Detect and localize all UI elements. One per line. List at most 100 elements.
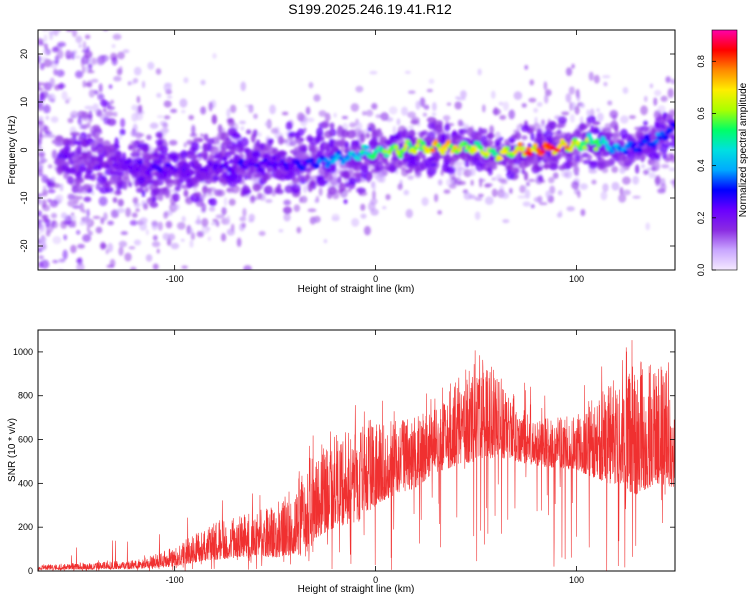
spectral-blob [443, 158, 452, 163]
spectral-blob [610, 120, 619, 129]
spectral-blob [596, 108, 600, 113]
ridge-point [230, 169, 236, 174]
spectral-blob [131, 104, 139, 111]
ridge-point [430, 148, 436, 153]
spectral-blob [548, 176, 555, 184]
spectral-blob [86, 133, 92, 139]
spectral-blob [474, 196, 483, 202]
spectral-blob [628, 115, 636, 120]
snr-frame [37, 329, 676, 572]
spectral-blob [76, 144, 83, 155]
spectral-blob [239, 216, 247, 222]
spectral-blob [139, 151, 144, 157]
spectral-blob [491, 177, 497, 181]
spectral-blob [287, 131, 297, 138]
ridge-point [672, 123, 675, 129]
spectral-blob [239, 120, 246, 125]
spectral-blob [580, 208, 586, 217]
spectral-blob [125, 207, 131, 218]
spectral-blob [38, 128, 43, 139]
spectral-blob [71, 212, 75, 216]
snr-ytick-label: 0 [28, 566, 33, 576]
spectral-blob [155, 131, 164, 139]
spectral-blob [250, 133, 256, 143]
spectral-blob [35, 6, 42, 14]
spectral-blob [146, 134, 152, 141]
spectral-blob [42, 49, 49, 55]
spectral-blob [187, 149, 196, 156]
snr-xtick-label: 100 [569, 575, 584, 585]
spectral-blob [579, 183, 588, 190]
spectral-blob [38, 172, 44, 177]
spectral-blob [165, 220, 173, 229]
spectral-blob [111, 56, 118, 66]
spectral-blob [186, 224, 192, 235]
spectral-blob [186, 139, 194, 146]
spectral-blob [41, 357, 46, 360]
ridge-point [456, 147, 463, 153]
spectral-blob [207, 236, 212, 242]
spectral-blob [120, 271, 128, 274]
spectral-blob [113, 395, 117, 404]
spectral-blob [503, 139, 510, 146]
spectral-blob [116, 207, 125, 214]
spectral-blob [324, 130, 333, 139]
spectral-blob [647, 167, 652, 171]
spectral-blob [109, 167, 115, 175]
spectral-blob [67, 117, 74, 124]
spectral-blob [541, 119, 545, 126]
spectral-blob [226, 187, 232, 192]
ridge-point [146, 171, 152, 177]
spectral-blob [574, 172, 580, 176]
spectral-blob [246, 151, 253, 157]
spectral-blob [324, 172, 333, 181]
spectral-blob [355, 85, 364, 93]
spectral-blob [343, 199, 348, 205]
spectral-blob [422, 112, 428, 117]
spectral-blob [200, 79, 206, 86]
spectral-blob [97, 146, 105, 154]
spectral-blob [39, 236, 47, 243]
spectral-blob [502, 219, 510, 224]
spectral-blob [179, 98, 188, 108]
spectral-blob [83, 196, 92, 203]
ridge-point [440, 150, 446, 156]
spectral-blob [569, 113, 575, 123]
spectral-blob [163, 115, 171, 120]
spectral-blob [537, 175, 544, 182]
ridge-point [393, 144, 399, 150]
spectral-blob [188, 114, 195, 121]
spectral-blob [98, 83, 103, 93]
spectral-blob [70, 110, 79, 119]
spectral-blob [241, 222, 246, 229]
spectral-blob [350, 129, 356, 137]
spectral-blob [249, 195, 256, 204]
spectral-blob [53, 353, 61, 359]
spectral-blob [38, 151, 46, 157]
spectral-blob [72, 481, 75, 486]
spectral-blob [72, 219, 77, 228]
spectral-blob [397, 183, 403, 191]
spectral-blob [38, 145, 43, 151]
spectral-blob [426, 88, 434, 93]
spectral-blob [92, 367, 98, 371]
spectral-blob [509, 187, 513, 194]
spectral-blob [135, 208, 140, 213]
spectral-blob [230, 146, 236, 156]
spectral-blob [369, 70, 378, 75]
spectral-blob [503, 155, 509, 163]
spectral-blob [135, 187, 145, 194]
ridge-point [223, 161, 229, 166]
spectral-blob [533, 196, 542, 203]
spectral-blob [100, 324, 105, 328]
spectral-blob [151, 241, 161, 248]
spectral-blob [561, 111, 570, 116]
spectral-blob [95, 226, 103, 234]
spectral-blob [259, 143, 265, 151]
spectral-blob [446, 166, 456, 174]
spectral-blob [487, 167, 493, 176]
spectral-blob [181, 265, 188, 269]
spectral-blob [235, 167, 241, 174]
spectral-blob [38, 38, 45, 44]
spectral-blob [337, 176, 342, 184]
